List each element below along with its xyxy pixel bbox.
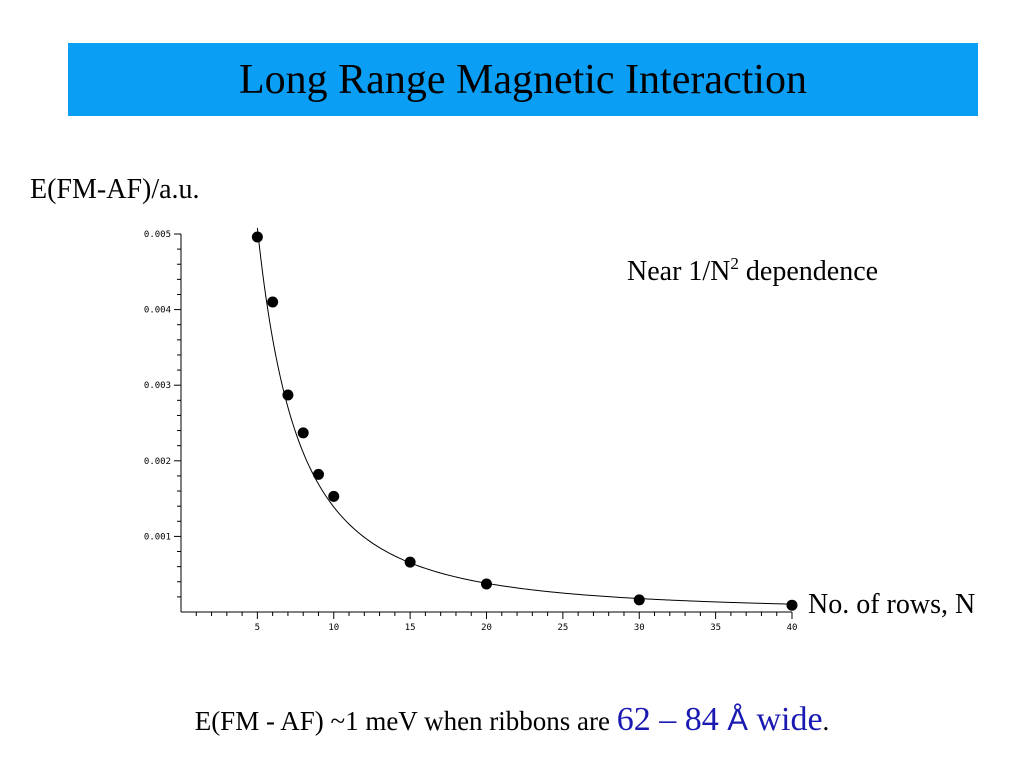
dependence-annotation: Near 1/N2 dependence xyxy=(627,255,879,287)
y-tick-label: 0.005 xyxy=(144,230,171,240)
axes xyxy=(180,234,792,613)
y-tick-label: 0.002 xyxy=(144,457,171,467)
y-tick-label: 0.001 xyxy=(144,532,171,542)
x-tick-label: 25 xyxy=(557,623,568,633)
y-tick-label: 0.004 xyxy=(144,306,171,316)
data-point xyxy=(251,231,263,243)
x-tick-label: 20 xyxy=(481,623,492,633)
data-point xyxy=(267,296,279,308)
data-point xyxy=(481,578,492,590)
x-tick-label: 40 xyxy=(787,623,798,633)
data-point xyxy=(328,490,340,502)
y-tick-label: 0.003 xyxy=(144,381,171,391)
slide-title: Long Range Magnetic Interaction xyxy=(239,56,807,103)
data-points xyxy=(251,231,798,611)
annotation-suffix: dependence xyxy=(738,256,879,287)
data-point xyxy=(297,427,309,439)
x-axis-label: No. of rows, N xyxy=(808,589,976,620)
footer-highlight: 62 – 84 Å wide xyxy=(617,701,823,738)
fit-curve xyxy=(256,227,793,605)
fit-curve-group xyxy=(256,227,793,605)
x-tick-label: 5 xyxy=(255,623,260,633)
footer-highlight-unit: wide xyxy=(747,701,823,738)
x-tick-label: 30 xyxy=(634,623,645,633)
axis-ticks: 5 10 15 20 25 30 35 40 0.001 0.002 0.003 0.004 0.005 xyxy=(144,230,798,633)
x-tick-label: 15 xyxy=(405,623,416,633)
data-point xyxy=(312,468,324,480)
data-point xyxy=(404,556,416,568)
annotation-prefix: Near 1/N xyxy=(627,256,731,287)
title-bar: Long Range Magnetic Interaction xyxy=(68,43,978,116)
y-axis-label: E(FM-AF)/a.u. xyxy=(30,174,200,205)
data-point xyxy=(786,599,798,611)
footer-highlight-number: 62 – 84 xyxy=(616,701,728,738)
x-tick-label: 35 xyxy=(710,623,721,633)
footer-suffix: . xyxy=(822,706,830,736)
angstrom-symbol: Å xyxy=(727,702,748,737)
footer-text: E(FM - AF) ~1 meV when ribbons are 62 – … xyxy=(0,703,1024,737)
footer-prefix: E(FM - AF) ~1 meV when ribbons are xyxy=(194,706,617,736)
data-point xyxy=(633,594,645,606)
data-point xyxy=(282,389,294,401)
x-tick-label: 10 xyxy=(328,623,339,633)
annotation-superscript: 2 xyxy=(730,254,739,273)
